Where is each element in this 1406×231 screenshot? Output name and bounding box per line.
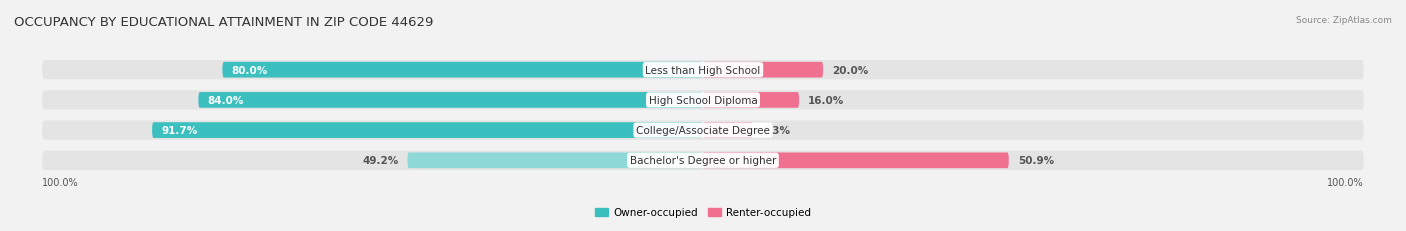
Text: 8.3%: 8.3% bbox=[762, 126, 790, 136]
FancyBboxPatch shape bbox=[198, 93, 703, 108]
FancyBboxPatch shape bbox=[42, 151, 1364, 170]
FancyBboxPatch shape bbox=[703, 93, 799, 108]
FancyBboxPatch shape bbox=[703, 63, 823, 78]
Text: 50.9%: 50.9% bbox=[1018, 156, 1054, 166]
Text: 80.0%: 80.0% bbox=[232, 65, 267, 75]
Text: 91.7%: 91.7% bbox=[162, 126, 197, 136]
Text: Source: ZipAtlas.com: Source: ZipAtlas.com bbox=[1296, 16, 1392, 25]
Text: 20.0%: 20.0% bbox=[832, 65, 869, 75]
Legend: Owner-occupied, Renter-occupied: Owner-occupied, Renter-occupied bbox=[591, 203, 815, 222]
FancyBboxPatch shape bbox=[42, 61, 1364, 80]
Text: High School Diploma: High School Diploma bbox=[648, 95, 758, 105]
Text: 100.0%: 100.0% bbox=[1327, 177, 1364, 187]
Text: OCCUPANCY BY EDUCATIONAL ATTAINMENT IN ZIP CODE 44629: OCCUPANCY BY EDUCATIONAL ATTAINMENT IN Z… bbox=[14, 16, 433, 29]
FancyBboxPatch shape bbox=[42, 121, 1364, 140]
Text: Less than High School: Less than High School bbox=[645, 65, 761, 75]
Text: College/Associate Degree: College/Associate Degree bbox=[636, 126, 770, 136]
Text: Bachelor's Degree or higher: Bachelor's Degree or higher bbox=[630, 156, 776, 166]
FancyBboxPatch shape bbox=[408, 153, 703, 168]
FancyBboxPatch shape bbox=[703, 123, 752, 138]
FancyBboxPatch shape bbox=[42, 91, 1364, 110]
Text: 100.0%: 100.0% bbox=[42, 177, 79, 187]
Text: 84.0%: 84.0% bbox=[207, 95, 243, 105]
FancyBboxPatch shape bbox=[222, 63, 703, 78]
Text: 49.2%: 49.2% bbox=[363, 156, 398, 166]
Text: 16.0%: 16.0% bbox=[808, 95, 845, 105]
FancyBboxPatch shape bbox=[152, 123, 703, 138]
FancyBboxPatch shape bbox=[703, 153, 1008, 168]
